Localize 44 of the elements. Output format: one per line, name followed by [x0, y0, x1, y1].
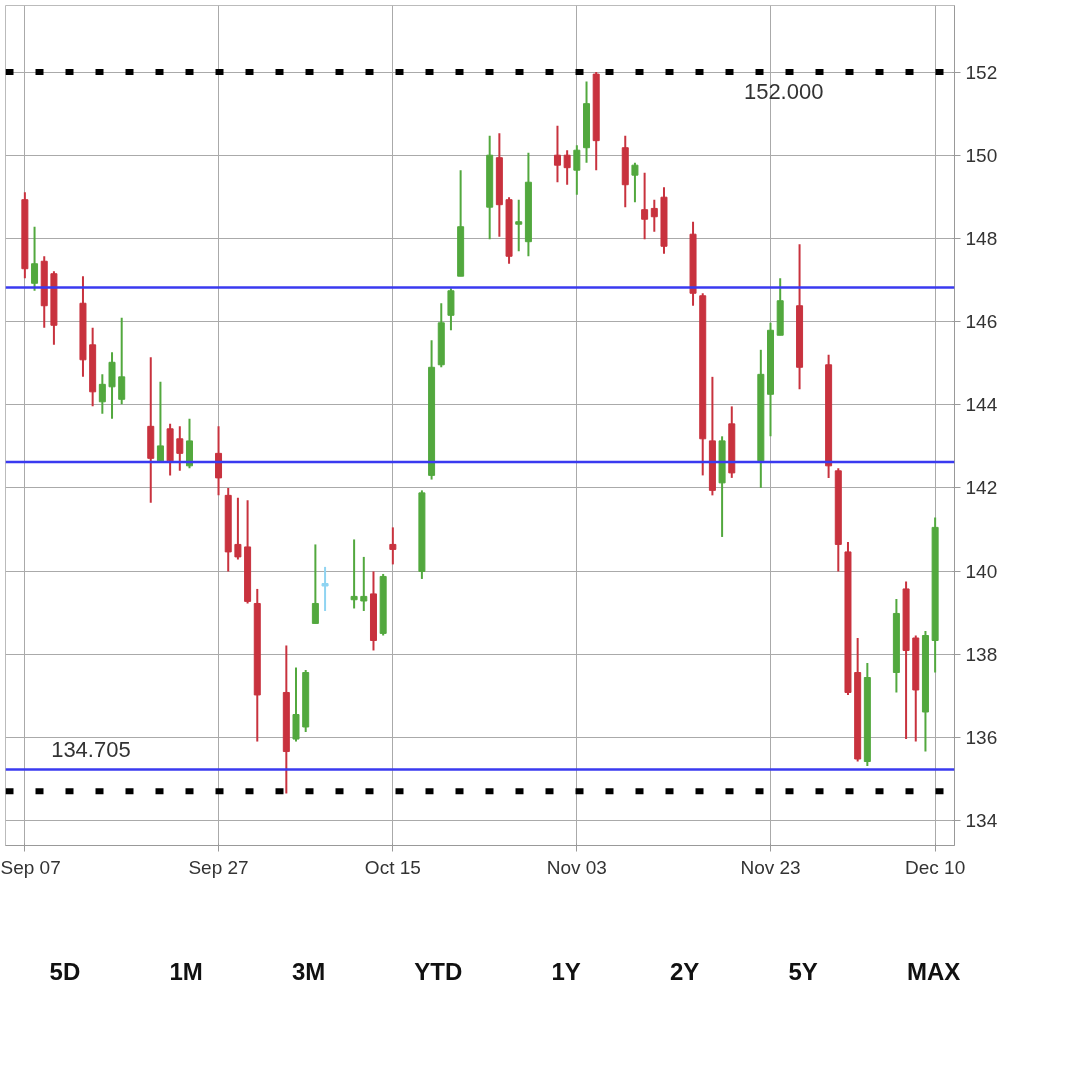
candlestick — [641, 171, 649, 241]
text: 3M — [291, 957, 326, 987]
y-tick-label: 144 — [965, 394, 998, 416]
candlestick — [553, 124, 561, 184]
text: 5D — [49, 957, 81, 987]
candlestick — [631, 161, 639, 204]
candlestick — [389, 526, 397, 566]
candlestick — [360, 555, 368, 612]
candlestick — [515, 198, 523, 253]
y-tick-label: 140 — [965, 560, 998, 582]
y-tick-label: 142 — [965, 477, 998, 499]
candlestick — [118, 316, 126, 406]
y-tick-label: 138 — [965, 643, 998, 665]
text: YTD — [414, 957, 463, 987]
x-tick-label: Dec 10 — [905, 856, 966, 878]
candlestick — [31, 225, 39, 292]
y-tick-label: 152 — [965, 61, 998, 83]
candlestick — [573, 144, 581, 196]
text: 5Y — [788, 957, 818, 987]
candlestick — [350, 538, 358, 610]
ref-line-label: 134.705 — [51, 737, 131, 763]
text: 1M — [169, 957, 203, 987]
x-tick-label: Sep 07 — [0, 856, 61, 878]
text: 1Y — [551, 957, 581, 987]
ref-line-label: 152.000 — [743, 79, 824, 105]
x-tick-label: Oct 15 — [364, 856, 421, 878]
candlestick — [563, 149, 571, 186]
candlestick — [650, 198, 658, 233]
x-tick-label: Nov 03 — [546, 856, 607, 878]
y-tick-label: 148 — [965, 227, 998, 249]
text: 2Y — [670, 957, 700, 987]
y-tick-label: 150 — [965, 144, 998, 166]
candlestick — [176, 425, 184, 472]
y-tick-label: 146 — [965, 311, 998, 333]
candlestick — [98, 373, 106, 415]
text: MAX — [907, 957, 961, 987]
x-tick-label: Sep 27 — [188, 856, 249, 878]
candlestick — [321, 565, 329, 612]
candlestick — [311, 543, 319, 625]
y-tick-label: 134 — [965, 810, 998, 832]
candlestick — [156, 380, 164, 462]
candlestick — [234, 496, 242, 561]
y-tick-label: 136 — [965, 726, 998, 748]
x-tick-label: Nov 23 — [740, 856, 801, 878]
